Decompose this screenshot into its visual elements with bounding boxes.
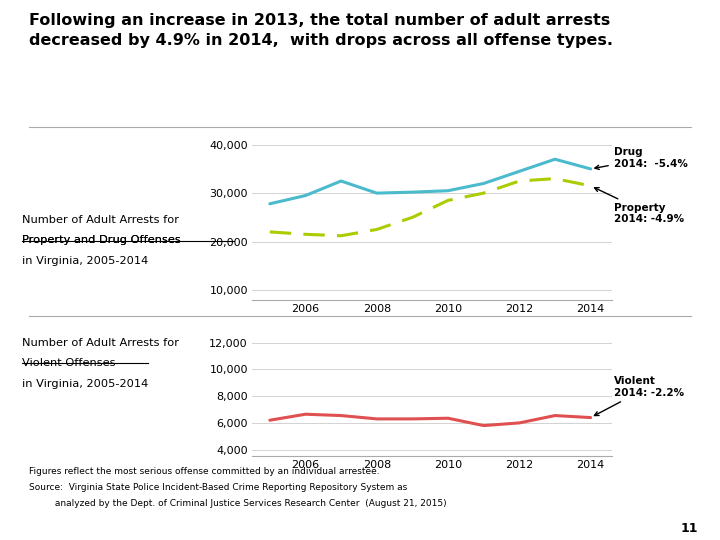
Text: 11: 11 — [681, 522, 698, 535]
Text: Source:  Virginia State Police Incident-Based Crime Reporting Repository System : Source: Virginia State Police Incident-B… — [29, 483, 407, 492]
Text: Following an increase in 2013, the total number of adult arrests
decreased by 4.: Following an increase in 2013, the total… — [29, 14, 613, 48]
Text: Number of Adult Arrests for: Number of Adult Arrests for — [22, 215, 179, 225]
Text: Violent
2014: -2.2%: Violent 2014: -2.2% — [595, 376, 684, 416]
Text: Number of Adult Arrests for: Number of Adult Arrests for — [22, 338, 179, 348]
Text: in Virginia, 2005-2014: in Virginia, 2005-2014 — [22, 379, 148, 389]
Text: Drug
2014:  -5.4%: Drug 2014: -5.4% — [595, 147, 688, 170]
Text: Property
2014: -4.9%: Property 2014: -4.9% — [595, 187, 684, 225]
Text: Property and Drug Offenses: Property and Drug Offenses — [22, 235, 180, 246]
Text: Property and Drug Offenses: Property and Drug Offenses — [22, 235, 180, 246]
Text: analyzed by the Dept. of Criminal Justice Services Research Center  (August 21, : analyzed by the Dept. of Criminal Justic… — [29, 500, 446, 509]
Text: in Virginia, 2005-2014: in Virginia, 2005-2014 — [22, 256, 148, 266]
Text: Figures reflect the most serious offense committed by an individual arrestee.: Figures reflect the most serious offense… — [29, 467, 379, 476]
Text: Violent Offenses: Violent Offenses — [22, 358, 115, 368]
